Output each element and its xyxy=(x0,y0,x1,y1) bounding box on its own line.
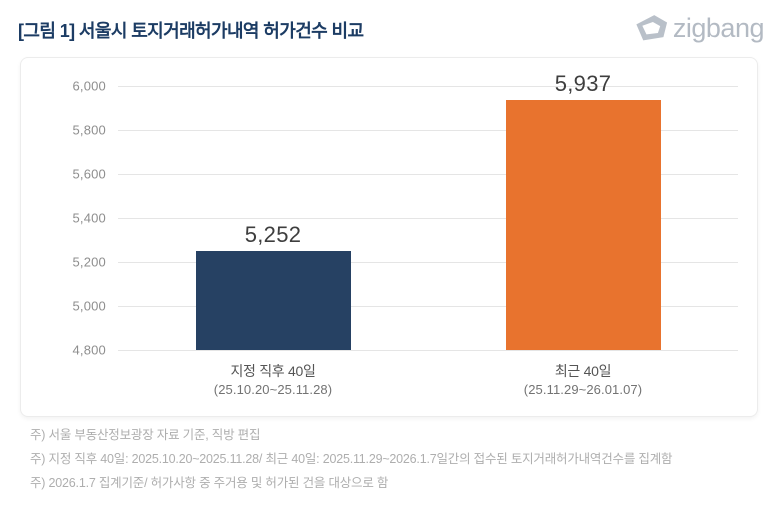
y-axis-tick-label: 5,000 xyxy=(72,298,106,314)
bar-value-label: 5,252 xyxy=(244,221,302,247)
x-axis-category-sublabel: (25.11.29~26.01.07) xyxy=(523,382,643,397)
x-axis-category-sublabel: (25.10.20~25.11.28) xyxy=(213,382,333,397)
y-axis-tick-label: 6,000 xyxy=(72,78,106,94)
y-gridline xyxy=(118,174,738,175)
zigbang-logo-text: zigbang xyxy=(672,12,765,43)
footnote-line: 주) 지정 직후 40일: 2025.10.20~2025.11.28/ 최근 … xyxy=(30,452,673,466)
y-axis-tick-label: 4,800 xyxy=(72,342,106,358)
bar-chart-card: 4,800 5,000 5,200 5,400 5,600 5,800 6,000 5,252… xyxy=(20,57,758,417)
x-axis-category-label: 지정 직후 40일 xyxy=(230,363,316,379)
bar-chart-plot: 4,800 5,000 5,200 5,400 5,600 5,800 6,000 5,252… xyxy=(21,58,757,416)
y-gridline xyxy=(118,306,738,307)
bar-before-designation xyxy=(195,250,351,350)
footnote-line: 주) 서울 부동산정보광장 자료 기준, 직방 편집 xyxy=(30,428,261,442)
y-gridline xyxy=(118,130,738,131)
footnote-line: 주) 2026.1.7 집계기준/ 허가사항 중 주거용 및 허가된 건을 대상… xyxy=(30,476,389,490)
page-title: [그림 1] 서울시 토지거래허가내역 허가건수 비교 xyxy=(18,21,364,41)
y-gridline xyxy=(118,218,738,219)
figure-header: [그림 1] 서울시 토지거래허가내역 허가건수 비교 zigbang xyxy=(0,0,780,56)
x-axis-category-label: 최근 40일 xyxy=(554,363,612,379)
zigbang-logo: zigbang xyxy=(635,12,765,43)
y-gridline xyxy=(118,262,738,263)
y-axis-tick-label: 5,800 xyxy=(72,122,106,138)
y-gridline xyxy=(118,350,738,351)
y-axis-tick-label: 5,400 xyxy=(72,210,106,226)
zigbang-house-icon xyxy=(636,15,667,41)
y-gridline xyxy=(118,86,738,87)
bar-value-label: 5,937 xyxy=(554,70,612,96)
y-axis-tick-label: 5,600 xyxy=(72,166,106,182)
y-axis-tick-label: 5,200 xyxy=(72,254,106,270)
bar-recent-40days xyxy=(505,99,661,350)
